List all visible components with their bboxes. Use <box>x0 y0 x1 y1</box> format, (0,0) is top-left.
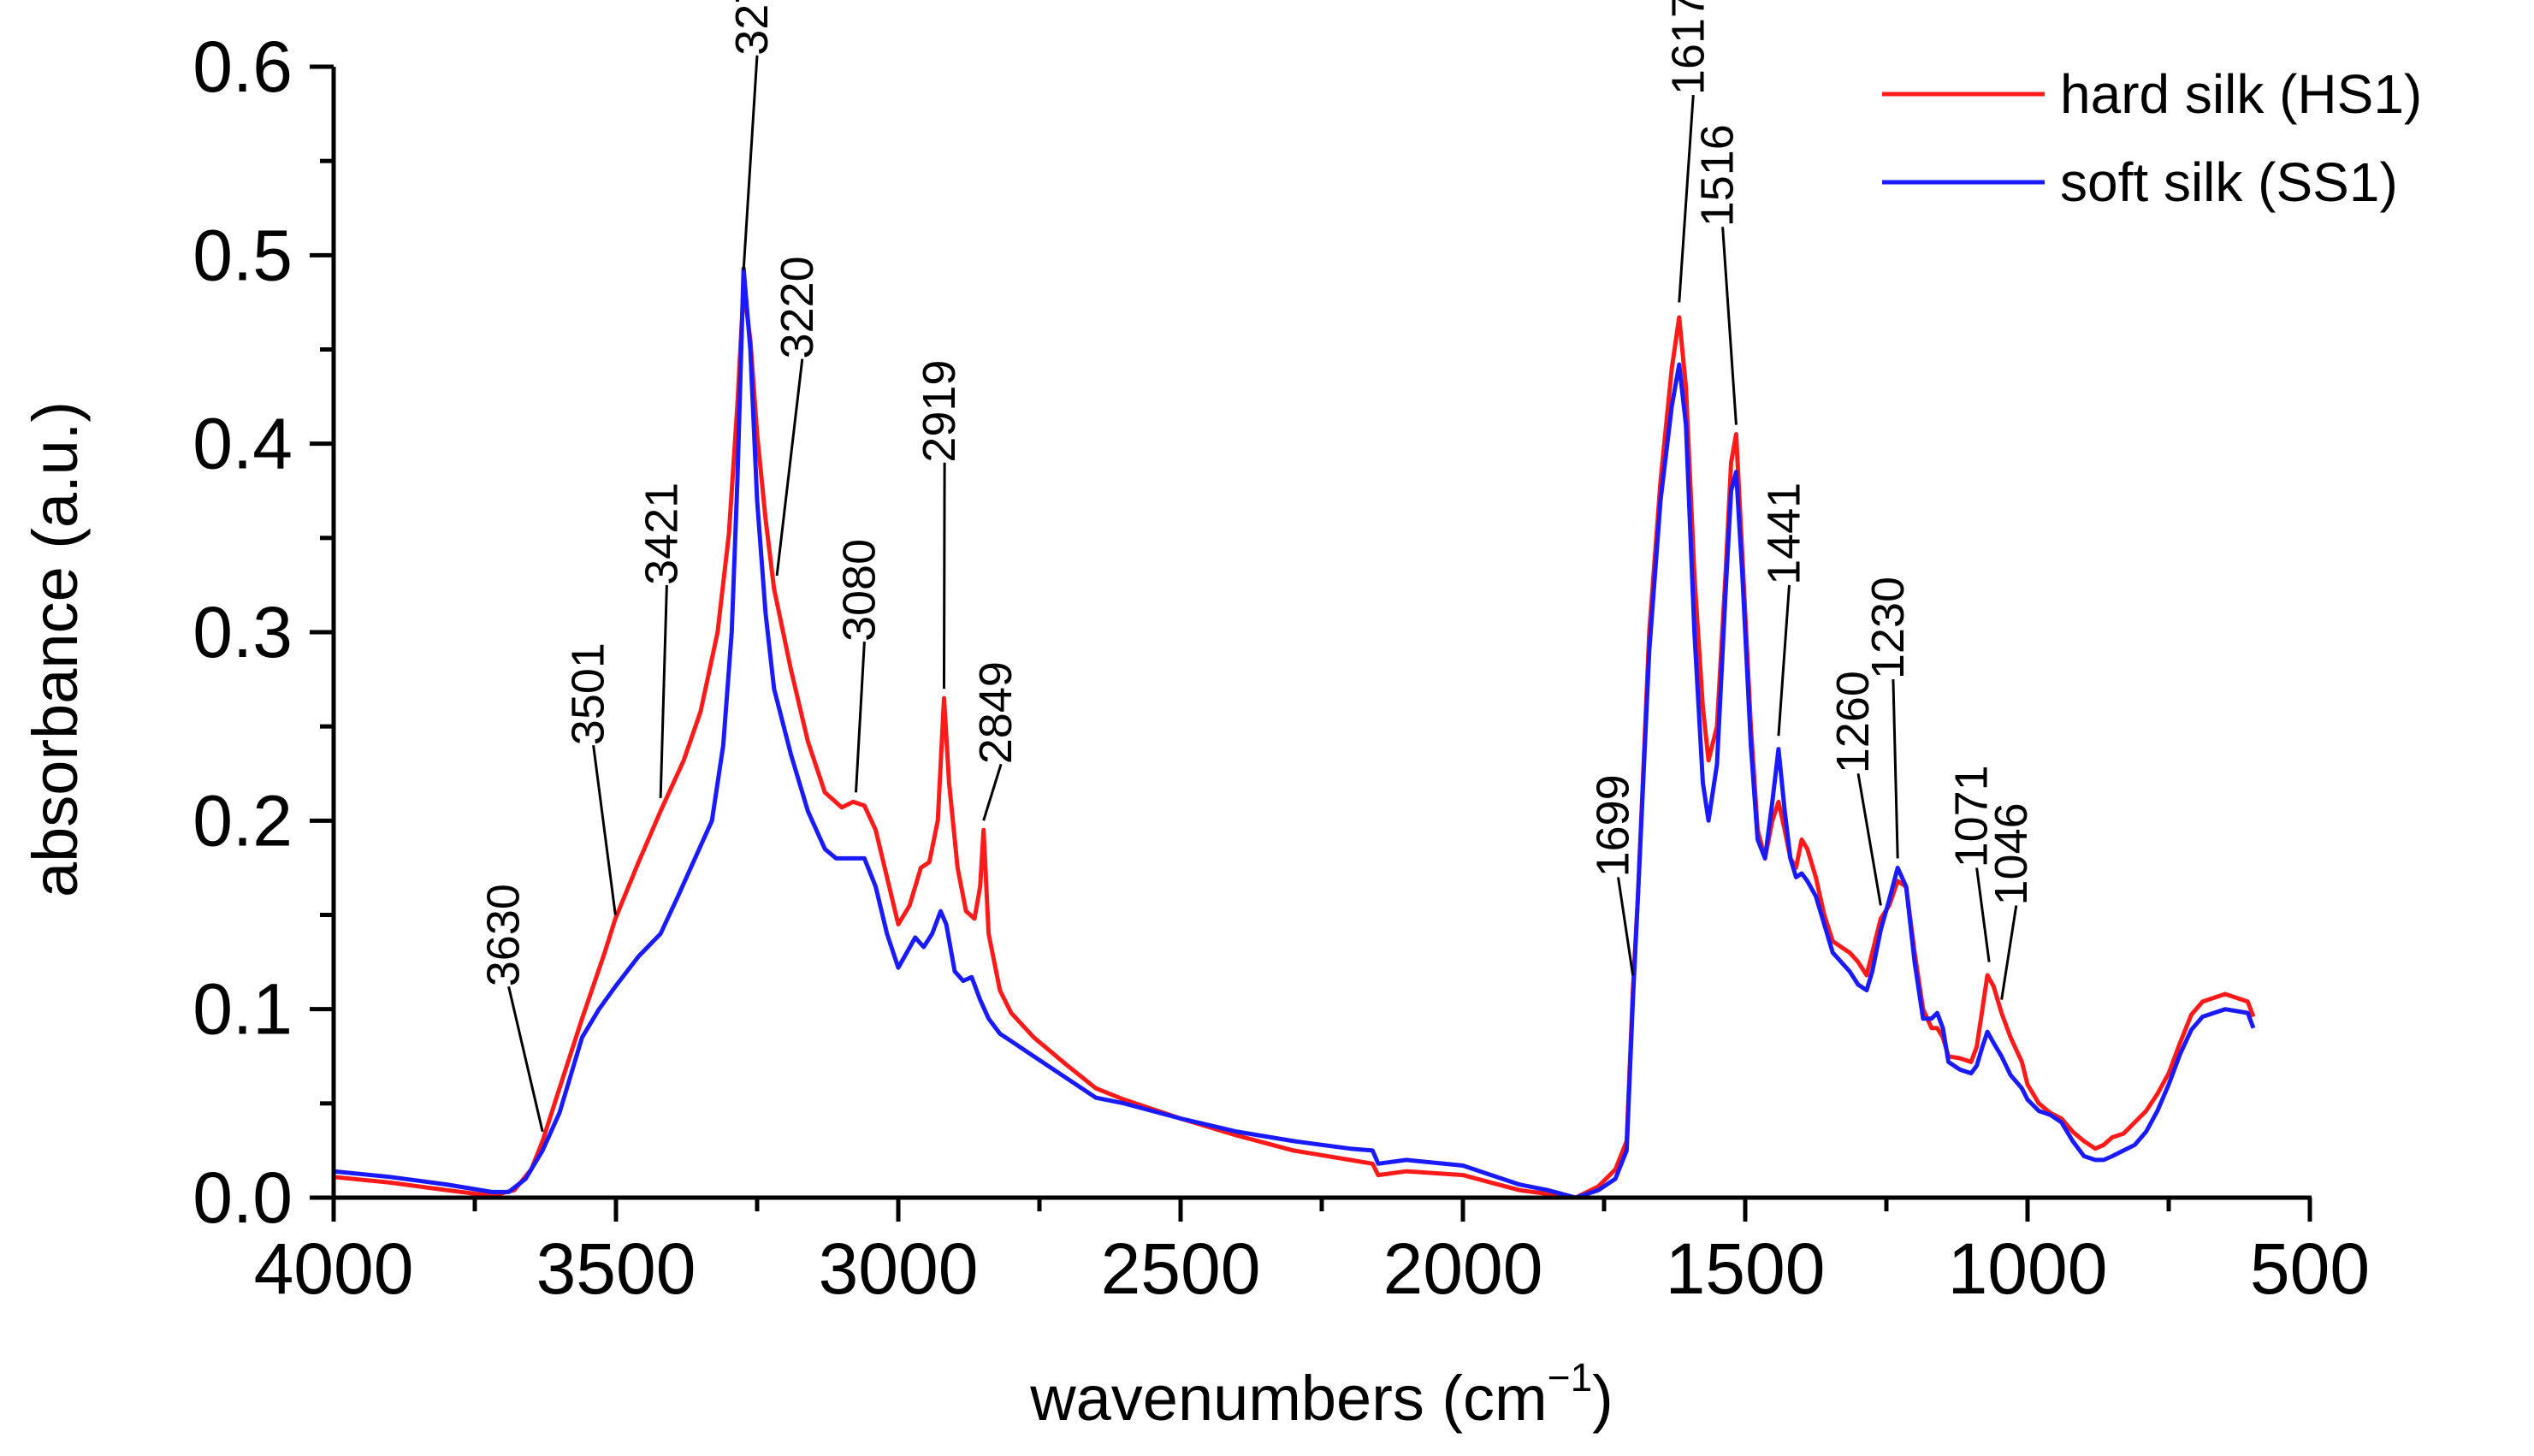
series-line-hard-silk <box>333 285 2256 1200</box>
y-tick-label: 0.0 <box>192 1157 293 1238</box>
annotation-leader-1699 <box>1617 877 1635 976</box>
x-tick-label: 3000 <box>819 1228 979 1309</box>
x-tick-label: 4000 <box>254 1228 414 1309</box>
annotation-label-1441: 1441 <box>1758 482 1809 585</box>
annotation-label-3421: 3421 <box>636 482 687 585</box>
x-tick-label: 1500 <box>1666 1228 1826 1309</box>
annotation-label-1260: 1260 <box>1827 671 1879 773</box>
annotation-leader-1260 <box>1856 772 1882 906</box>
annotation-layer: 3630 3501 3421 3274 3220 3080 2919 2849 1699 1617… <box>478 0 2037 1133</box>
annotation-leader-1617 <box>1678 94 1695 303</box>
x-tick-label: 2000 <box>1383 1228 1543 1309</box>
annotation-leader-3274 <box>742 55 759 271</box>
x-tick-label: 2500 <box>1101 1228 1261 1309</box>
annotation-leader-1046 <box>2000 905 2018 1000</box>
annotation-label-1617: 1617 <box>1662 0 1714 95</box>
annotation-leader-3220 <box>775 358 804 577</box>
annotation-leader-3080 <box>855 641 866 793</box>
x-tick-label: 1000 <box>1948 1228 2108 1309</box>
x-axis: 4000 3500 3000 2500 2000 1500 1000 500 <box>254 1195 2370 1309</box>
x-axis-title-text: wavenumbers (cm <box>1029 1363 1548 1434</box>
annotation-leader-1441 <box>1777 584 1791 737</box>
y-axis: 0.0 0.1 0.2 0.3 0.4 0.5 0.6 <box>192 27 336 1238</box>
annotation-label-3501: 3501 <box>563 642 614 745</box>
x-axis-title-superscript: −1 <box>1548 1355 1592 1400</box>
annotation-label-2919: 2919 <box>914 360 965 463</box>
annotation-label-3630: 3630 <box>478 884 530 986</box>
plot-area: 3630 3501 3421 3274 3220 3080 2919 2849 1699 1617… <box>333 0 2256 1200</box>
x-axis-title-close: ) <box>1592 1363 1613 1434</box>
annotation-label-3274: 3274 <box>726 0 778 56</box>
annotation-label-1230: 1230 <box>1862 577 1914 679</box>
annotation-leader-1230 <box>1892 679 1899 859</box>
annotation-label-1071: 1071 <box>1946 765 1998 867</box>
series-lines <box>333 266 2256 1200</box>
y-axis-title: absorbance (a.u.) <box>20 401 91 897</box>
y-tick-label: 0.3 <box>192 592 293 672</box>
annotation-label-2849: 2849 <box>970 661 1021 764</box>
legend: hard silk (HS1) soft silk (SS1) <box>1882 63 2422 213</box>
legend-label-soft-silk: soft silk (SS1) <box>2060 151 2398 213</box>
x-tick-label: 3500 <box>536 1228 696 1309</box>
annotation-leader-1071 <box>1975 867 1991 962</box>
y-tick-label: 0.1 <box>192 969 293 1050</box>
y-tick-label: 0.4 <box>192 404 293 484</box>
series-line-soft-silk <box>333 266 2256 1200</box>
annotation-leader-3501 <box>592 745 617 915</box>
annotation-label-3220: 3220 <box>772 256 823 358</box>
annotation-label-1046: 1046 <box>1986 802 2037 905</box>
x-axis-title: wavenumbers (cm−1) <box>1029 1355 1613 1434</box>
y-tick-label: 0.2 <box>192 780 293 861</box>
annotation-label-1699: 1699 <box>1588 774 1639 877</box>
x-tick-label: 500 <box>2250 1228 2370 1309</box>
annotation-leader-3630 <box>507 985 544 1133</box>
annotation-label-1516: 1516 <box>1692 124 1744 227</box>
annotation-leader-2849 <box>982 763 1003 821</box>
annotation-label-3080: 3080 <box>833 539 885 642</box>
y-tick-label: 0.5 <box>192 215 293 295</box>
annotation-leader-3421 <box>659 584 668 798</box>
y-tick-label: 0.6 <box>192 27 293 107</box>
annotation-leader-1516 <box>1721 227 1738 425</box>
legend-label-hard-silk: hard silk (HS1) <box>2060 63 2422 125</box>
